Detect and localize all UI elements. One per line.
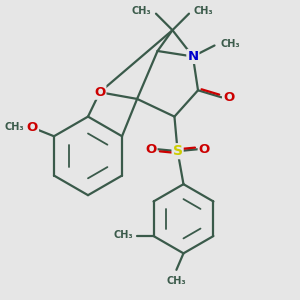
Text: O: O xyxy=(199,143,210,156)
Text: CH₃: CH₃ xyxy=(194,6,213,16)
Text: CH₃: CH₃ xyxy=(167,276,186,286)
Text: S: S xyxy=(172,144,183,158)
Text: CH₃: CH₃ xyxy=(132,6,151,16)
Text: CH₃: CH₃ xyxy=(4,122,24,132)
Text: O: O xyxy=(145,143,157,156)
Text: CH₃: CH₃ xyxy=(113,230,133,240)
Text: O: O xyxy=(94,86,105,99)
Text: CH₃: CH₃ xyxy=(220,38,240,49)
Text: O: O xyxy=(223,91,234,104)
Text: O: O xyxy=(27,121,38,134)
Text: N: N xyxy=(187,50,199,63)
